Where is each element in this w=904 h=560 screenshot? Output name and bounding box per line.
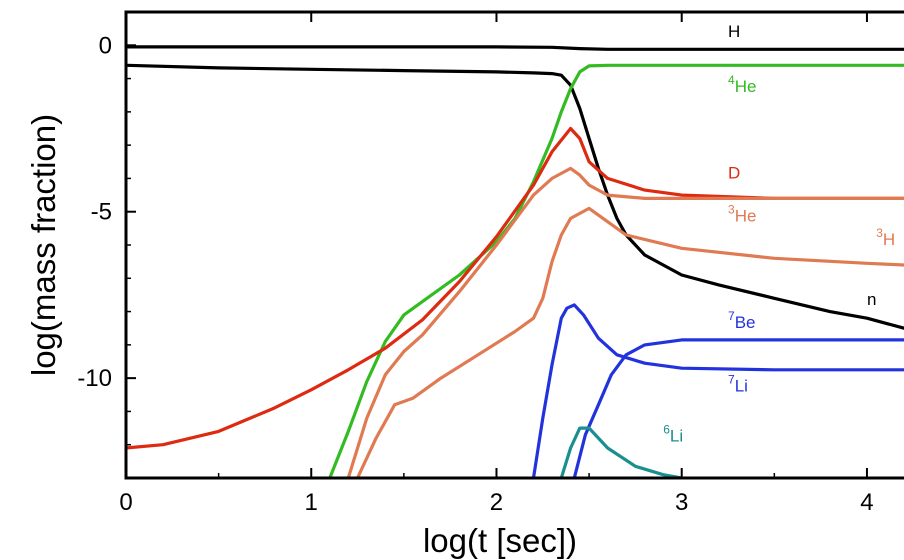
y-tick-label: 0 — [99, 32, 112, 59]
series-label-H3: 3H — [876, 226, 895, 249]
series-label-n: n — [867, 290, 876, 309]
series-label-He4: 4He — [728, 73, 756, 96]
series-line-He4 — [328, 63, 904, 478]
series-line-n — [126, 63, 904, 330]
series-line-D — [126, 126, 904, 450]
series-labels: H 4He D 3He 3H n 7Be 7Li 6Li — [663, 22, 895, 445]
x-tick-label: 2 — [490, 489, 503, 516]
y-tick-label: -5 — [91, 199, 112, 226]
x-tick-label: 1 — [305, 489, 318, 516]
ticks-group: 0 1 2 3 4 0 -5 -10 — [77, 11, 874, 516]
series-label-Li7: 7Li — [728, 372, 748, 395]
series-line-Be7 — [531, 303, 904, 478]
x-tick-label: 4 — [860, 489, 873, 516]
series-line-H — [126, 45, 904, 51]
y-axis-title: log(mass fraction) — [25, 114, 62, 376]
series-label-Be7: 7Be — [728, 309, 755, 332]
series-label-He3: 3He — [728, 203, 756, 226]
plot-frame — [124, 10, 904, 480]
series-line-Li7 — [572, 338, 904, 478]
series-line-Li6 — [559, 426, 684, 478]
series-line-He3 — [346, 166, 904, 478]
series-label-H: H — [728, 22, 740, 41]
series-label-D: D — [728, 163, 740, 182]
series-label-Li6: 6Li — [663, 422, 683, 445]
y-tick-label: -10 — [77, 365, 112, 392]
series-group — [126, 45, 904, 478]
x-tick-label: 3 — [675, 489, 688, 516]
series-line-H3 — [355, 206, 904, 478]
x-axis-title: log(t [sec]) — [423, 522, 577, 559]
x-tick-label: 0 — [119, 489, 132, 516]
